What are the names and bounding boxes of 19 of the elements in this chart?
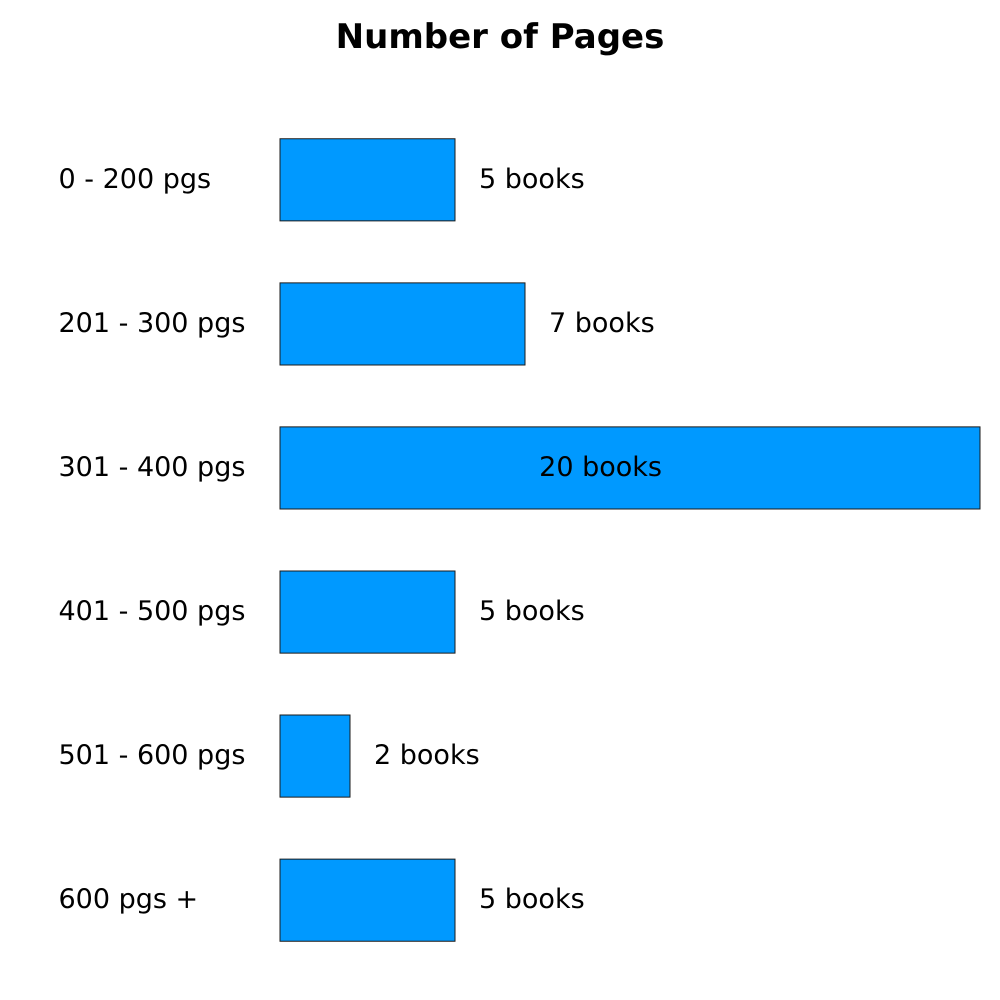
y-tick-label: 600 pgs + <box>58 884 198 916</box>
data-label: 5 books <box>479 164 585 195</box>
bar <box>280 426 980 510</box>
y-tick-label: 401 - 500 pgs <box>58 596 246 628</box>
bar <box>280 282 526 366</box>
bar <box>280 858 456 942</box>
y-tick-label: 0 - 200 pgs <box>58 164 212 195</box>
bar <box>280 570 456 654</box>
data-label: 7 books <box>549 308 655 339</box>
data-label: 5 books <box>479 596 585 628</box>
y-tick-label: 301 - 400 pgs <box>58 452 246 483</box>
data-label: 20 books <box>539 452 662 483</box>
y-tick-label: 201 - 300 pgs <box>58 308 246 339</box>
bar <box>280 714 350 798</box>
data-label: 2 books <box>374 740 480 772</box>
bar <box>280 138 456 222</box>
y-tick-label: 501 - 600 pgs <box>58 740 246 772</box>
chart-title: Number of Pages <box>336 17 664 57</box>
data-label: 5 books <box>479 884 585 916</box>
